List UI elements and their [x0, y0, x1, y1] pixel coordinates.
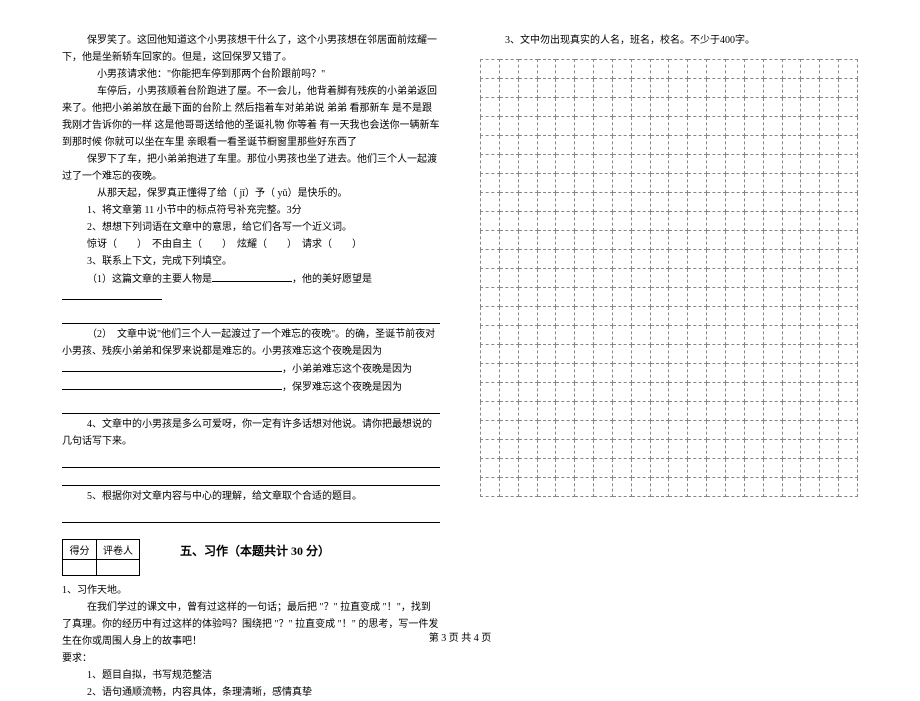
- question-3a: （1）这篇文章的主要人物是 ，他的美好愿望是: [62, 270, 440, 306]
- question-2-blanks: 惊讶（ ） 不由自主（ ） 炫耀（ ） 请求（ ）: [62, 236, 440, 253]
- page-footer: 第 3 页 共 4 页: [0, 629, 920, 644]
- blank[interactable]: [62, 378, 282, 390]
- passage-p1: 保罗笑了。这回他知道这个小男孩想干什么了，这个小男孩想在邻居面前炫耀一下，他是坐…: [62, 32, 440, 66]
- score-header-grader: 评卷人: [97, 540, 140, 560]
- requirement-2: 2、语句通顺流畅，内容具体，条理清晰，感情真挚: [62, 684, 440, 701]
- section-header-row: 得分 评卷人 五、习作（本题共计 30 分）: [62, 525, 440, 576]
- blank[interactable]: [62, 360, 282, 372]
- score-cell[interactable]: [63, 560, 97, 576]
- blank-line[interactable]: [62, 452, 440, 468]
- left-column: 保罗笑了。这回他知道这个小男孩想干什么了，这个小男孩想在邻居面前炫耀一下，他是坐…: [50, 32, 460, 630]
- question-3: 3、联系上下文，完成下列填空。: [62, 253, 440, 270]
- blank[interactable]: [212, 270, 292, 282]
- blank-line[interactable]: [62, 398, 440, 414]
- question-2: 2、想想下列词语在文章中的意思，给它们各写一个近义词。: [62, 219, 440, 236]
- passage-p3: 车停后，小男孩顺着台阶跑进了屋。不一会儿，他背着脚有残疾的小弟弟返回来了。他把小…: [62, 83, 440, 151]
- q3b-line2: ，保罗难忘这个夜晚是因为: [62, 378, 440, 396]
- q3a-after: ，他的美好愿望是: [292, 274, 372, 285]
- grader-cell[interactable]: [97, 560, 140, 576]
- section-5-title: 五、习作（本题共计 30 分）: [180, 542, 330, 559]
- passage-p4: 保罗下了车，把小弟弟抱进了车里。那位小男孩也坐了进去。他们三个人一起渡过了一个难…: [62, 151, 440, 185]
- q3a-before: （1）这篇文章的主要人物是: [87, 274, 212, 285]
- passage-p2: 小男孩请求他："你能把车停到那两个台阶跟前吗？": [62, 66, 440, 83]
- blank-line[interactable]: [62, 308, 440, 324]
- requirement-1: 1、题目自拟，书写规范整洁: [62, 667, 440, 684]
- question-4: 4、文章中的小男孩是多么可爱呀，你一定有许多话想对他说。请你把最想说的几句话写下…: [62, 416, 440, 450]
- passage-p5: 从那天起，保罗真正懂得了给（ jǐ）予（ yǔ）是快乐的。: [62, 185, 440, 202]
- q3b-line1: ，小弟弟难忘这个夜晚是因为: [62, 360, 440, 378]
- blank-line[interactable]: [62, 470, 440, 486]
- q3b-before: （2） 文章中说"他们三个人一起渡过了一个难忘的夜晚"。的确，圣诞节前夜对小男孩…: [62, 329, 435, 357]
- score-header-score: 得分: [63, 540, 97, 560]
- requirements-label: 要求：: [62, 650, 440, 667]
- writing-grid[interactable]: [480, 59, 858, 497]
- q3b-mid2: ，保罗难忘这个夜晚是因为: [282, 382, 402, 393]
- question-5: 5、根据你对文章内容与中心的理解，给文章取个合适的题目。: [62, 488, 440, 505]
- question-3b: （2） 文章中说"他们三个人一起渡过了一个难忘的夜晚"。的确，圣诞节前夜对小男孩…: [62, 326, 440, 360]
- blank[interactable]: [62, 288, 162, 300]
- question-1: 1、将文章第 11 小节中的标点符号补充完整。3分: [62, 202, 440, 219]
- right-column: 3、文中勿出现真实的人名，班名，校名。不少于400字。: [460, 32, 870, 630]
- score-box: 得分 评卷人: [62, 539, 140, 576]
- blank-line[interactable]: [62, 507, 440, 523]
- requirement-3: 3、文中勿出现真实的人名，班名，校名。不少于400字。: [480, 32, 858, 49]
- writing-1: 1、习作天地。: [62, 582, 440, 599]
- q3b-mid1: ，小弟弟难忘这个夜晚是因为: [282, 364, 412, 375]
